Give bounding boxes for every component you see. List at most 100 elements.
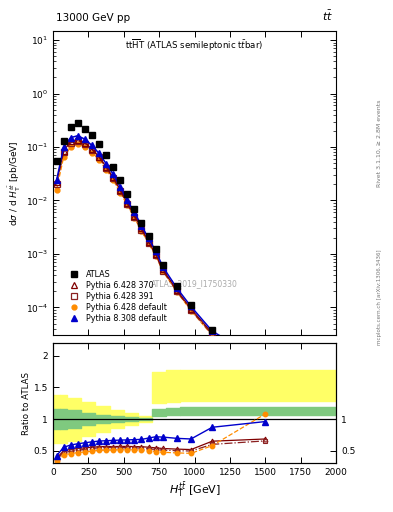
Pythia 6.428 default	[75, 141, 80, 147]
Text: tt$\overline{\rm H}$T (ATLAS semileptonic t$\bar{t}$bar): tt$\overline{\rm H}$T (ATLAS semileptoni…	[125, 38, 264, 53]
Pythia 6.428 370	[160, 266, 165, 272]
Pythia 6.428 default	[132, 215, 137, 221]
Pythia 8.308 default	[132, 209, 137, 216]
Pythia 6.428 391	[210, 332, 215, 338]
Pythia 6.428 default	[263, 366, 268, 372]
Pythia 6.428 391	[54, 181, 59, 187]
Pythia 6.428 default	[97, 157, 101, 163]
Pythia 8.308 default	[125, 198, 130, 204]
Pythia 8.308 default	[174, 285, 179, 291]
Pythia 6.428 default	[104, 166, 108, 173]
Pythia 8.308 default	[97, 151, 101, 157]
Pythia 6.428 370	[210, 330, 215, 336]
Line: Pythia 6.428 default: Pythia 6.428 default	[54, 142, 268, 371]
Pythia 6.428 391	[111, 175, 116, 181]
ATLAS	[125, 191, 130, 198]
Pythia 6.428 default	[54, 186, 59, 193]
Pythia 6.428 default	[139, 228, 144, 234]
Pythia 6.428 391	[118, 188, 123, 194]
ATLAS	[189, 302, 193, 308]
Text: 13000 GeV pp: 13000 GeV pp	[56, 13, 130, 23]
Pythia 8.308 default	[118, 184, 123, 190]
Pythia 6.428 default	[125, 202, 130, 208]
Pythia 8.308 default	[104, 161, 108, 167]
Pythia 6.428 default	[189, 308, 193, 314]
Pythia 6.428 370	[125, 200, 130, 206]
Pythia 8.308 default	[90, 142, 94, 148]
ATLAS	[97, 141, 101, 147]
Pythia 6.428 370	[111, 175, 116, 181]
ATLAS	[263, 355, 268, 361]
Pythia 6.428 370	[118, 186, 123, 193]
Pythia 6.428 370	[61, 148, 66, 154]
Pythia 8.308 default	[263, 359, 268, 366]
ATLAS	[118, 177, 123, 183]
Pythia 6.428 391	[61, 149, 66, 155]
Pythia 6.428 default	[61, 154, 66, 160]
ATLAS	[132, 206, 137, 212]
Pythia 6.428 370	[174, 287, 179, 293]
Pythia 6.428 370	[153, 251, 158, 257]
Pythia 6.428 391	[90, 146, 94, 153]
Pythia 6.428 391	[125, 201, 130, 207]
ATLAS	[61, 138, 66, 144]
Text: Rivet 3.1.10, ≥ 2.8M events: Rivet 3.1.10, ≥ 2.8M events	[377, 100, 382, 187]
Pythia 6.428 391	[160, 267, 165, 273]
ATLAS	[139, 220, 144, 226]
X-axis label: $H_{\rm T}^{t\bar{t}}$ [GeV]: $H_{\rm T}^{t\bar{t}}$ [GeV]	[169, 480, 220, 499]
Pythia 6.428 default	[68, 144, 73, 150]
Pythia 6.428 370	[189, 306, 193, 312]
Pythia 8.308 default	[111, 171, 116, 177]
ATLAS	[160, 262, 165, 268]
Pythia 6.428 370	[146, 239, 151, 245]
Y-axis label: d$\sigma$ / d $H_{\rm T}^{t\bar{t}}$ [pb/GeV]: d$\sigma$ / d $H_{\rm T}^{t\bar{t}}$ [pb…	[7, 140, 23, 226]
Line: Pythia 6.428 391: Pythia 6.428 391	[54, 138, 268, 370]
Pythia 6.428 370	[263, 362, 268, 369]
ATLAS	[210, 327, 215, 333]
ATLAS	[83, 125, 87, 132]
Line: Pythia 6.428 370: Pythia 6.428 370	[54, 137, 268, 368]
Line: Pythia 8.308 default: Pythia 8.308 default	[53, 133, 268, 366]
Text: ATLAS_2019_I1750330: ATLAS_2019_I1750330	[151, 279, 238, 288]
Pythia 8.308 default	[61, 144, 66, 150]
Pythia 8.308 default	[54, 177, 59, 183]
Pythia 6.428 default	[111, 177, 116, 183]
Y-axis label: Ratio to ATLAS: Ratio to ATLAS	[22, 372, 31, 435]
Pythia 8.308 default	[83, 136, 87, 142]
Text: $t\bar{t}$: $t\bar{t}$	[322, 9, 333, 23]
ATLAS	[174, 283, 179, 289]
Pythia 8.308 default	[75, 133, 80, 139]
Pythia 6.428 default	[90, 150, 94, 156]
Pythia 6.428 370	[75, 137, 80, 143]
Pythia 6.428 default	[160, 268, 165, 274]
ATLAS	[75, 120, 80, 126]
Pythia 6.428 391	[153, 252, 158, 258]
ATLAS	[90, 132, 94, 138]
Pythia 6.428 default	[146, 241, 151, 247]
ATLAS	[153, 246, 158, 252]
Pythia 6.428 default	[118, 189, 123, 196]
Pythia 6.428 370	[139, 225, 144, 231]
Pythia 8.308 default	[189, 304, 193, 310]
Pythia 6.428 391	[68, 140, 73, 146]
Pythia 6.428 370	[83, 140, 87, 146]
Pythia 6.428 391	[104, 165, 108, 171]
ATLAS	[111, 164, 116, 170]
Pythia 6.428 391	[132, 214, 137, 220]
Pythia 6.428 370	[90, 146, 94, 152]
Pythia 6.428 370	[104, 163, 108, 169]
Pythia 6.428 391	[189, 307, 193, 313]
ATLAS	[54, 158, 59, 164]
ATLAS	[104, 152, 108, 158]
Pythia 6.428 370	[68, 138, 73, 144]
Pythia 8.308 default	[68, 135, 73, 141]
Pythia 6.428 391	[174, 288, 179, 294]
Line: ATLAS: ATLAS	[53, 120, 268, 362]
Pythia 6.428 370	[97, 154, 101, 160]
Pythia 8.308 default	[210, 328, 215, 334]
ATLAS	[68, 123, 73, 130]
Pythia 6.428 default	[153, 252, 158, 259]
Pythia 8.308 default	[160, 264, 165, 270]
ATLAS	[146, 232, 151, 239]
Pythia 6.428 370	[132, 212, 137, 219]
